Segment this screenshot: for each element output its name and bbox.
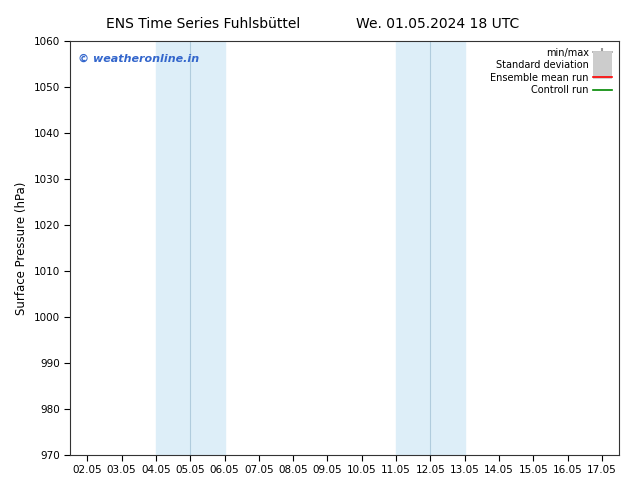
Bar — [156, 41, 224, 455]
Text: ENS Time Series Fuhlsbüttel: ENS Time Series Fuhlsbüttel — [106, 17, 300, 31]
Bar — [396, 41, 465, 455]
Legend: min/max, Standard deviation, Ensemble mean run, Controll run: min/max, Standard deviation, Ensemble me… — [488, 46, 614, 97]
Text: © weatheronline.in: © weatheronline.in — [79, 53, 200, 64]
Y-axis label: Surface Pressure (hPa): Surface Pressure (hPa) — [15, 181, 28, 315]
Text: We. 01.05.2024 18 UTC: We. 01.05.2024 18 UTC — [356, 17, 519, 31]
